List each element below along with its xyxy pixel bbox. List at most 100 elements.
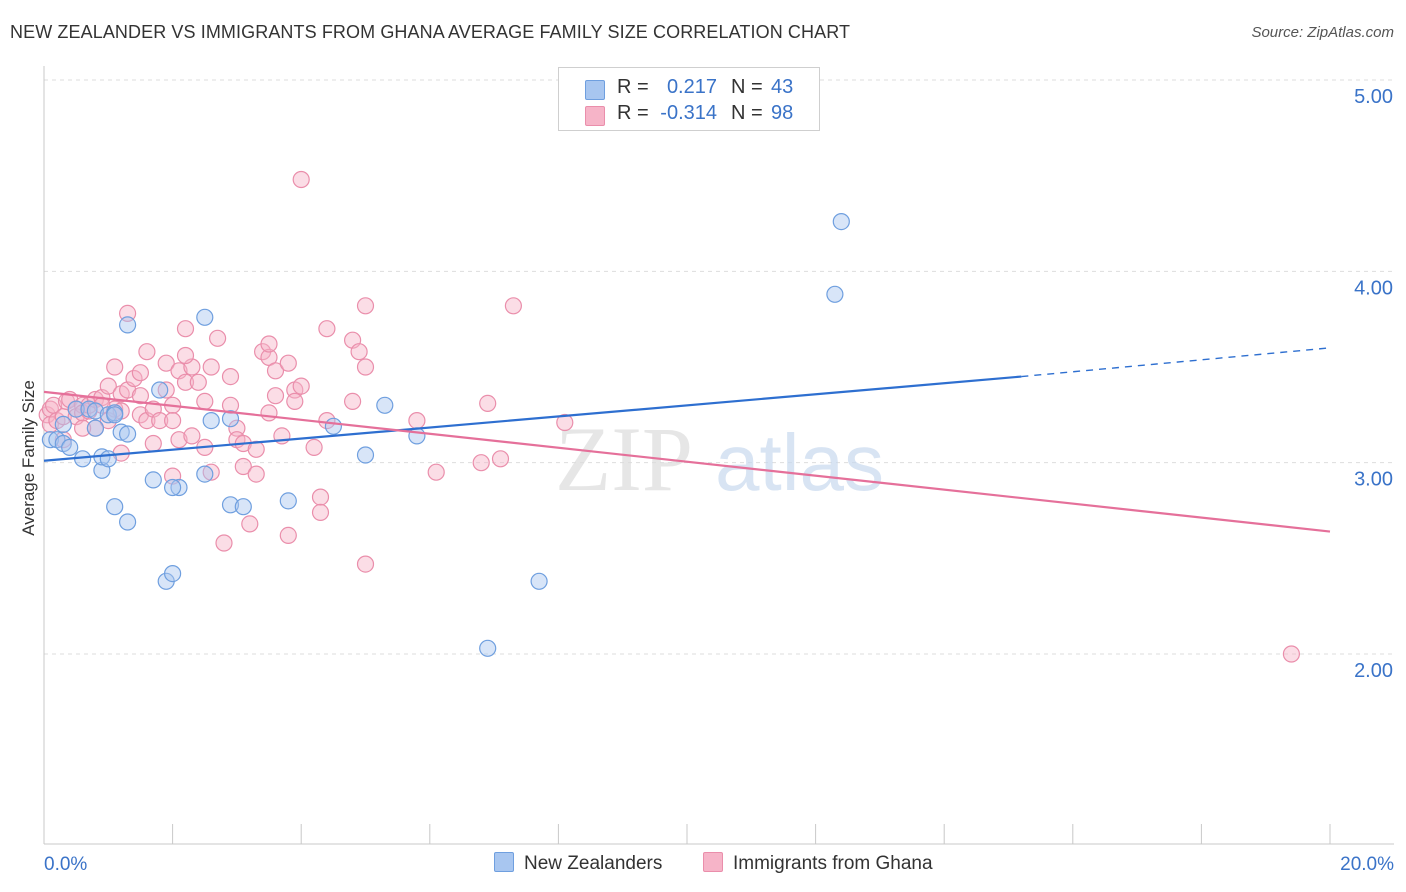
bottom-legend-nz[interactable]: New Zealanders [494,852,662,875]
nz-point [86,402,105,420]
ghana-point [170,431,188,449]
ghana-point [241,515,259,533]
nz-point [67,400,85,418]
source-label: Source: ZipAtlas.com [1251,24,1394,41]
ghana-point [279,526,297,545]
legend-n-label: N = [731,76,763,98]
nz-point [118,425,137,443]
ghana-point [99,377,117,395]
y-tick-label: 4.00 [1354,277,1393,299]
nz-point [144,471,162,489]
ghana-point [202,463,220,481]
nz-point [164,478,182,497]
chart-title: NEW ZEALANDER VS IMMIGRANTS FROM GHANA A… [10,22,851,42]
legend-n-label: N = [731,102,763,124]
ghana-point [286,392,304,410]
nz-point [324,417,342,435]
legend-r-value: 0.217 [666,76,717,98]
nz-point [80,400,98,418]
ghana-point [247,440,265,458]
bottom-legend-label: Immigrants from Ghana [733,853,933,874]
x-tick-label: 20.0% [1340,854,1394,875]
ghana-point [266,362,285,380]
ghana-point [125,369,143,388]
tick-labels: 5.00 4.00 3.00 2.00 0.0% 20.0% [44,86,1394,875]
nz-point [221,496,240,514]
legend-swatch-blue [585,80,605,100]
ghana-point [176,320,195,338]
grid-lines [44,79,1394,655]
y-axis-label: Average Family Size [19,380,38,536]
ghana-point [279,354,297,372]
ghana-point [164,412,182,430]
nz-trend-line [43,375,1022,462]
watermark-zip: ZIP [555,408,693,510]
ghana-point [202,358,220,376]
ghana-point [196,392,214,410]
axes [43,66,1394,845]
nz-point [279,492,297,510]
ghana-point [131,387,149,405]
nz-point [106,498,124,516]
ghana-point [176,373,195,391]
ghana-point [260,335,278,353]
ghana-point [176,346,195,365]
nz-point [826,285,844,303]
ghana-point [305,438,323,456]
legend-n-value: 43 [771,76,794,98]
ghana-point [292,377,310,395]
legend-r-value: -0.314 [660,102,717,124]
ghana-point [344,392,362,410]
bottom-legend-swatch-blue [494,852,514,872]
nz-point [530,572,548,590]
bottom-legend-swatch-pink [703,852,723,872]
nz-point [106,406,124,424]
nz-point [112,423,130,441]
bottom-legend-ghana[interactable]: Immigrants from Ghana [703,852,933,875]
ghana-point [491,450,510,468]
ghana-point [427,463,445,481]
ghana-point [356,297,375,315]
ghana-point [234,457,252,476]
nz-point [408,427,426,445]
ghana-point [356,555,375,573]
y-tick-label: 5.00 [1354,86,1393,108]
ghana-point [73,419,92,437]
ghana-point [266,387,285,405]
ghana-point [479,394,497,412]
legend-r-label: R = [617,102,649,124]
ghana-point [106,358,124,376]
ghana-point [144,434,162,453]
nz-point [86,419,105,437]
ghana-point [247,465,265,483]
nz-point [118,513,137,531]
nz-point [54,415,72,433]
ghana-point [318,412,336,430]
nz-point [356,446,375,464]
ghana-point [311,488,330,506]
trend-lines [43,347,1331,533]
nz-point [196,308,214,326]
nz-point [170,478,188,497]
ghana-point [131,364,149,382]
nz-point [832,213,850,231]
ghana-point [138,343,156,361]
ghana-point [221,368,240,386]
ghana-point [556,413,574,432]
y-tick-label: 3.00 [1354,469,1393,491]
nz-point [479,639,497,657]
nz-point [202,412,220,430]
legend-r-label: R = [617,76,649,98]
ghana-point [408,412,426,430]
nz-point [61,438,79,456]
ghana-point [215,534,233,552]
ghana-point [356,358,375,376]
ghana-point [221,396,240,414]
bottom-legend-label: New Zealanders [524,853,663,874]
ghana-trend-line [43,390,1331,533]
stats-legend: R = 0.217 N = 43 R = -0.314 N = 98 [558,67,820,131]
nz-point [196,465,214,483]
nz-point [376,396,394,414]
nz-point [151,381,169,399]
